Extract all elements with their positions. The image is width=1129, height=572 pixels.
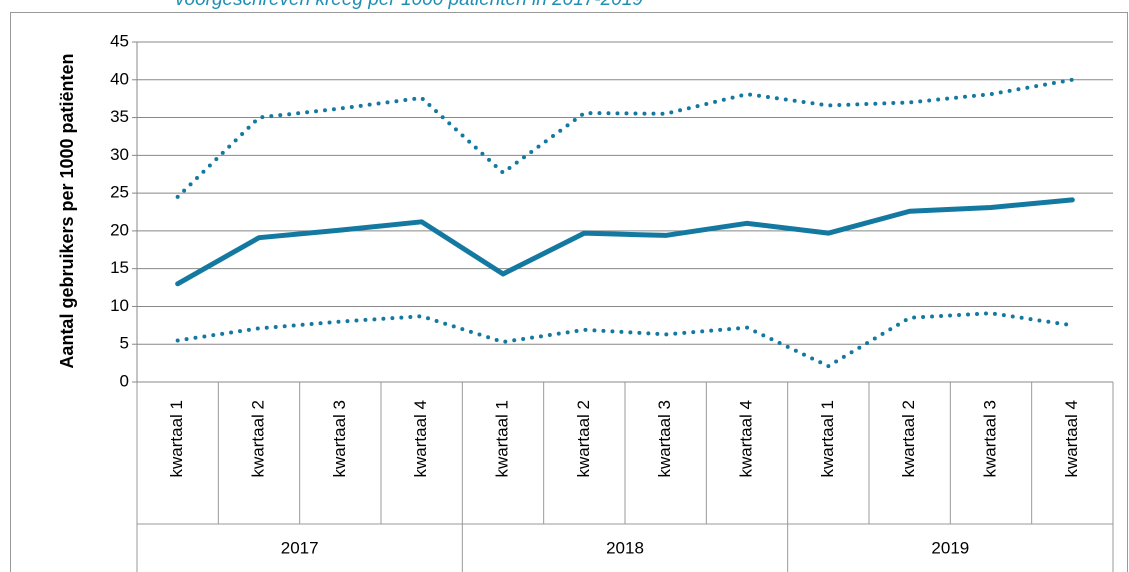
- x-tick-label: kwartaal 3: [330, 400, 349, 477]
- y-tick-label: 45: [110, 31, 129, 50]
- y-tick-label: 0: [120, 371, 129, 390]
- y-tick-label: 30: [110, 145, 129, 164]
- x-tick-label: kwartaal 4: [736, 400, 755, 477]
- x-tick-label: kwartaal 2: [574, 400, 593, 477]
- y-axis-label: Aantal gebruikers per 1000 patiënten: [57, 53, 77, 368]
- x-tick-label: kwartaal 4: [411, 400, 430, 477]
- y-tick-label: 40: [110, 69, 129, 88]
- series-line: [175, 197, 1075, 287]
- category-group-label: 2017: [281, 538, 319, 557]
- y-tick-label: 10: [110, 296, 129, 315]
- y-tick-label: 25: [110, 183, 129, 202]
- y-tick-label: 15: [110, 258, 129, 277]
- series-line: [175, 311, 1075, 369]
- chart-frame: [10, 12, 1128, 572]
- y-tick-label: 5: [120, 334, 129, 353]
- x-tick-label: kwartaal 2: [899, 400, 918, 477]
- y-tick-label: 35: [110, 107, 129, 126]
- x-tick-label: kwartaal 1: [818, 400, 837, 477]
- category-group-label: 2018: [606, 538, 644, 557]
- series-line: [175, 77, 1075, 199]
- category-group-label: 2019: [931, 538, 969, 557]
- x-tick-label: kwartaal 4: [1062, 400, 1081, 477]
- x-tick-label: kwartaal 1: [167, 400, 186, 477]
- x-tick-label: kwartaal 1: [492, 400, 511, 477]
- x-tick-label: kwartaal 3: [980, 400, 999, 477]
- chart-title: voorgeschreven kreeg per 1000 patiënten …: [175, 0, 643, 10]
- y-tick-label: 20: [110, 220, 129, 239]
- x-tick-label: kwartaal 2: [248, 400, 267, 477]
- x-tick-label: kwartaal 3: [655, 400, 674, 477]
